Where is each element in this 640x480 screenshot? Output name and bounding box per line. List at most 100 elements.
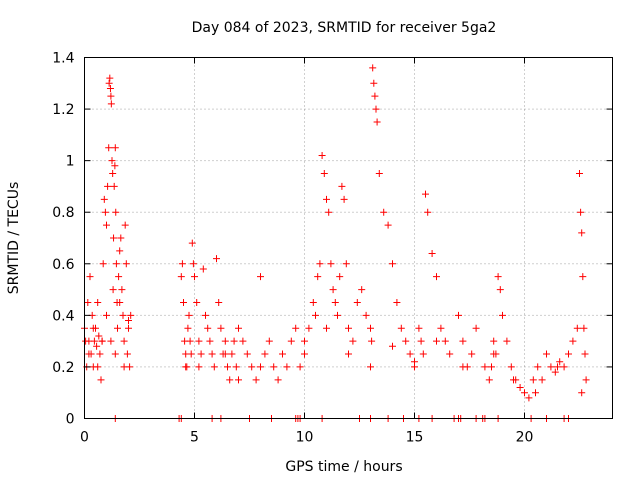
data-point-157	[455, 311, 462, 319]
data-point-31	[110, 182, 118, 190]
data-point-204	[389, 342, 396, 350]
y-tick-label-4: 0.8	[52, 205, 74, 221]
data-point-132	[368, 337, 376, 345]
data-point-182	[556, 358, 564, 366]
data-point-4	[86, 273, 94, 281]
data-point-101	[270, 363, 278, 371]
data-point-212	[578, 389, 586, 397]
data-point-124	[340, 195, 348, 203]
data-point-110	[309, 298, 317, 306]
data-point-198	[257, 363, 264, 371]
data-point-163	[485, 376, 493, 384]
data-point-87	[221, 337, 229, 345]
data-point-108	[301, 350, 308, 358]
x-tick-label-4: 20	[516, 430, 534, 446]
data-point-194	[182, 363, 190, 371]
data-point-95	[243, 350, 251, 358]
data-point-54	[98, 337, 106, 345]
data-point-119	[329, 286, 337, 294]
data-point-136	[372, 105, 380, 113]
data-point-186	[573, 324, 581, 332]
data-point-161	[472, 324, 480, 332]
data-point-102	[274, 376, 282, 384]
data-point-133	[369, 64, 377, 72]
data-point-153	[433, 273, 440, 281]
data-point-61	[177, 273, 185, 281]
data-point-181	[551, 368, 559, 376]
plot-frame	[84, 57, 613, 419]
data-point-37	[114, 324, 121, 332]
data-point-56	[107, 337, 115, 345]
data-point-107	[296, 363, 304, 371]
data-point-187	[576, 170, 583, 178]
data-point-43	[120, 337, 128, 345]
data-point-211	[554, 363, 561, 371]
data-point-111	[312, 311, 319, 319]
data-point-115	[320, 170, 328, 178]
data-point-39	[116, 247, 124, 255]
data-point-137	[373, 118, 381, 126]
data-point-30	[110, 234, 118, 242]
data-point-191	[580, 324, 588, 332]
data-point-17	[100, 195, 108, 203]
data-point-89	[226, 376, 234, 384]
data-point-177	[534, 363, 542, 371]
data-point-167	[494, 273, 502, 281]
data-point-50	[82, 337, 90, 345]
data-point-205	[411, 358, 418, 366]
data-point-23	[106, 74, 114, 82]
data-point-197	[235, 376, 242, 384]
data-point-154	[437, 324, 445, 332]
data-point-114	[318, 151, 326, 159]
data-point-99	[261, 350, 269, 358]
data-point-24	[106, 84, 114, 92]
data-point-120	[331, 298, 339, 306]
data-point-151	[424, 208, 432, 216]
data-point-93	[235, 324, 242, 332]
data-point-105	[287, 337, 295, 345]
x-axis-label: GPS time / hours	[285, 459, 402, 475]
data-point-156	[446, 350, 454, 358]
data-point-40	[117, 234, 125, 242]
data-point-175	[525, 394, 533, 402]
data-point-25	[107, 92, 115, 100]
data-point-142	[393, 298, 401, 306]
data-point-76	[197, 350, 205, 358]
data-point-69	[186, 337, 194, 345]
data-point-141	[389, 260, 396, 268]
data-point-147	[415, 324, 423, 332]
data-point-18	[101, 208, 109, 216]
y-tick-label-7: 1.4	[52, 51, 74, 67]
data-point-199	[279, 350, 286, 358]
data-point-13	[96, 350, 104, 358]
data-point-46	[123, 350, 131, 358]
data-point-21	[105, 144, 113, 152]
data-point-45	[122, 260, 130, 268]
data-point-12	[95, 332, 103, 340]
y-tick-label-1: 0.2	[52, 360, 74, 376]
data-point-208	[490, 350, 498, 358]
data-point-75	[195, 337, 203, 345]
data-point-109	[305, 324, 313, 332]
data-point-183	[560, 363, 568, 371]
data-point-2	[84, 298, 92, 306]
data-point-140	[384, 221, 392, 229]
data-point-174	[521, 389, 528, 397]
data-point-121	[334, 311, 341, 319]
data-point-168	[496, 286, 504, 294]
axes: 0 0.2 0.4 0.6 0.8 1 1.2 1.4 0 5 10 15 20	[52, 51, 613, 446]
data-point-138	[375, 170, 383, 178]
data-point-41	[118, 286, 126, 294]
data-point-33	[111, 144, 119, 152]
data-point-188	[577, 208, 585, 216]
data-point-58	[116, 298, 124, 306]
data-point-85	[217, 324, 225, 332]
data-point-134	[370, 79, 378, 87]
data-point-203	[367, 363, 374, 371]
y-axis-label: SRMTID / TECUs	[6, 182, 22, 295]
data-point-202	[345, 350, 352, 358]
data-point-209	[510, 376, 517, 384]
data-point-67	[184, 324, 192, 332]
x-tick-label-2: 10	[296, 430, 314, 446]
